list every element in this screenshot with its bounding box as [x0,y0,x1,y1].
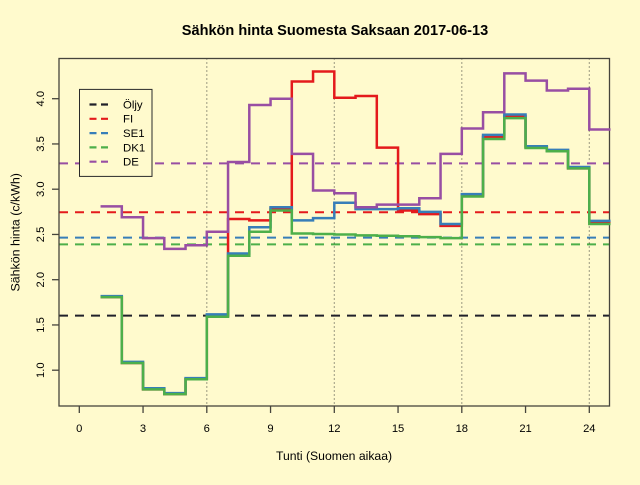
svg-text:15: 15 [392,423,404,435]
svg-text:0: 0 [76,423,82,435]
svg-text:Tunti (Suomen aikaa): Tunti (Suomen aikaa) [276,449,392,463]
svg-text:18: 18 [456,423,468,435]
svg-text:9: 9 [267,423,273,435]
svg-text:6: 6 [204,423,210,435]
svg-text:2.5: 2.5 [35,227,47,243]
svg-text:Sähkön hinta (c/kWh): Sähkön hinta (c/kWh) [9,173,23,291]
svg-text:3: 3 [140,423,146,435]
svg-text:1.5: 1.5 [35,317,47,333]
svg-text:DE: DE [123,157,139,169]
svg-text:3.5: 3.5 [35,136,47,152]
svg-text:DK1: DK1 [123,142,145,154]
svg-text:4.0: 4.0 [35,91,47,107]
svg-text:Öljy: Öljy [123,99,143,111]
svg-text:21: 21 [519,423,531,435]
svg-text:Sähkön hinta Suomesta Saksaan: Sähkön hinta Suomesta Saksaan 2017-06-13 [182,23,488,39]
svg-text:3.0: 3.0 [35,181,47,197]
svg-text:2.0: 2.0 [35,272,47,288]
svg-text:12: 12 [328,423,340,435]
svg-text:FI: FI [123,114,133,126]
svg-text:24: 24 [583,423,595,435]
svg-text:SE1: SE1 [123,128,145,140]
svg-text:1.0: 1.0 [35,362,47,378]
